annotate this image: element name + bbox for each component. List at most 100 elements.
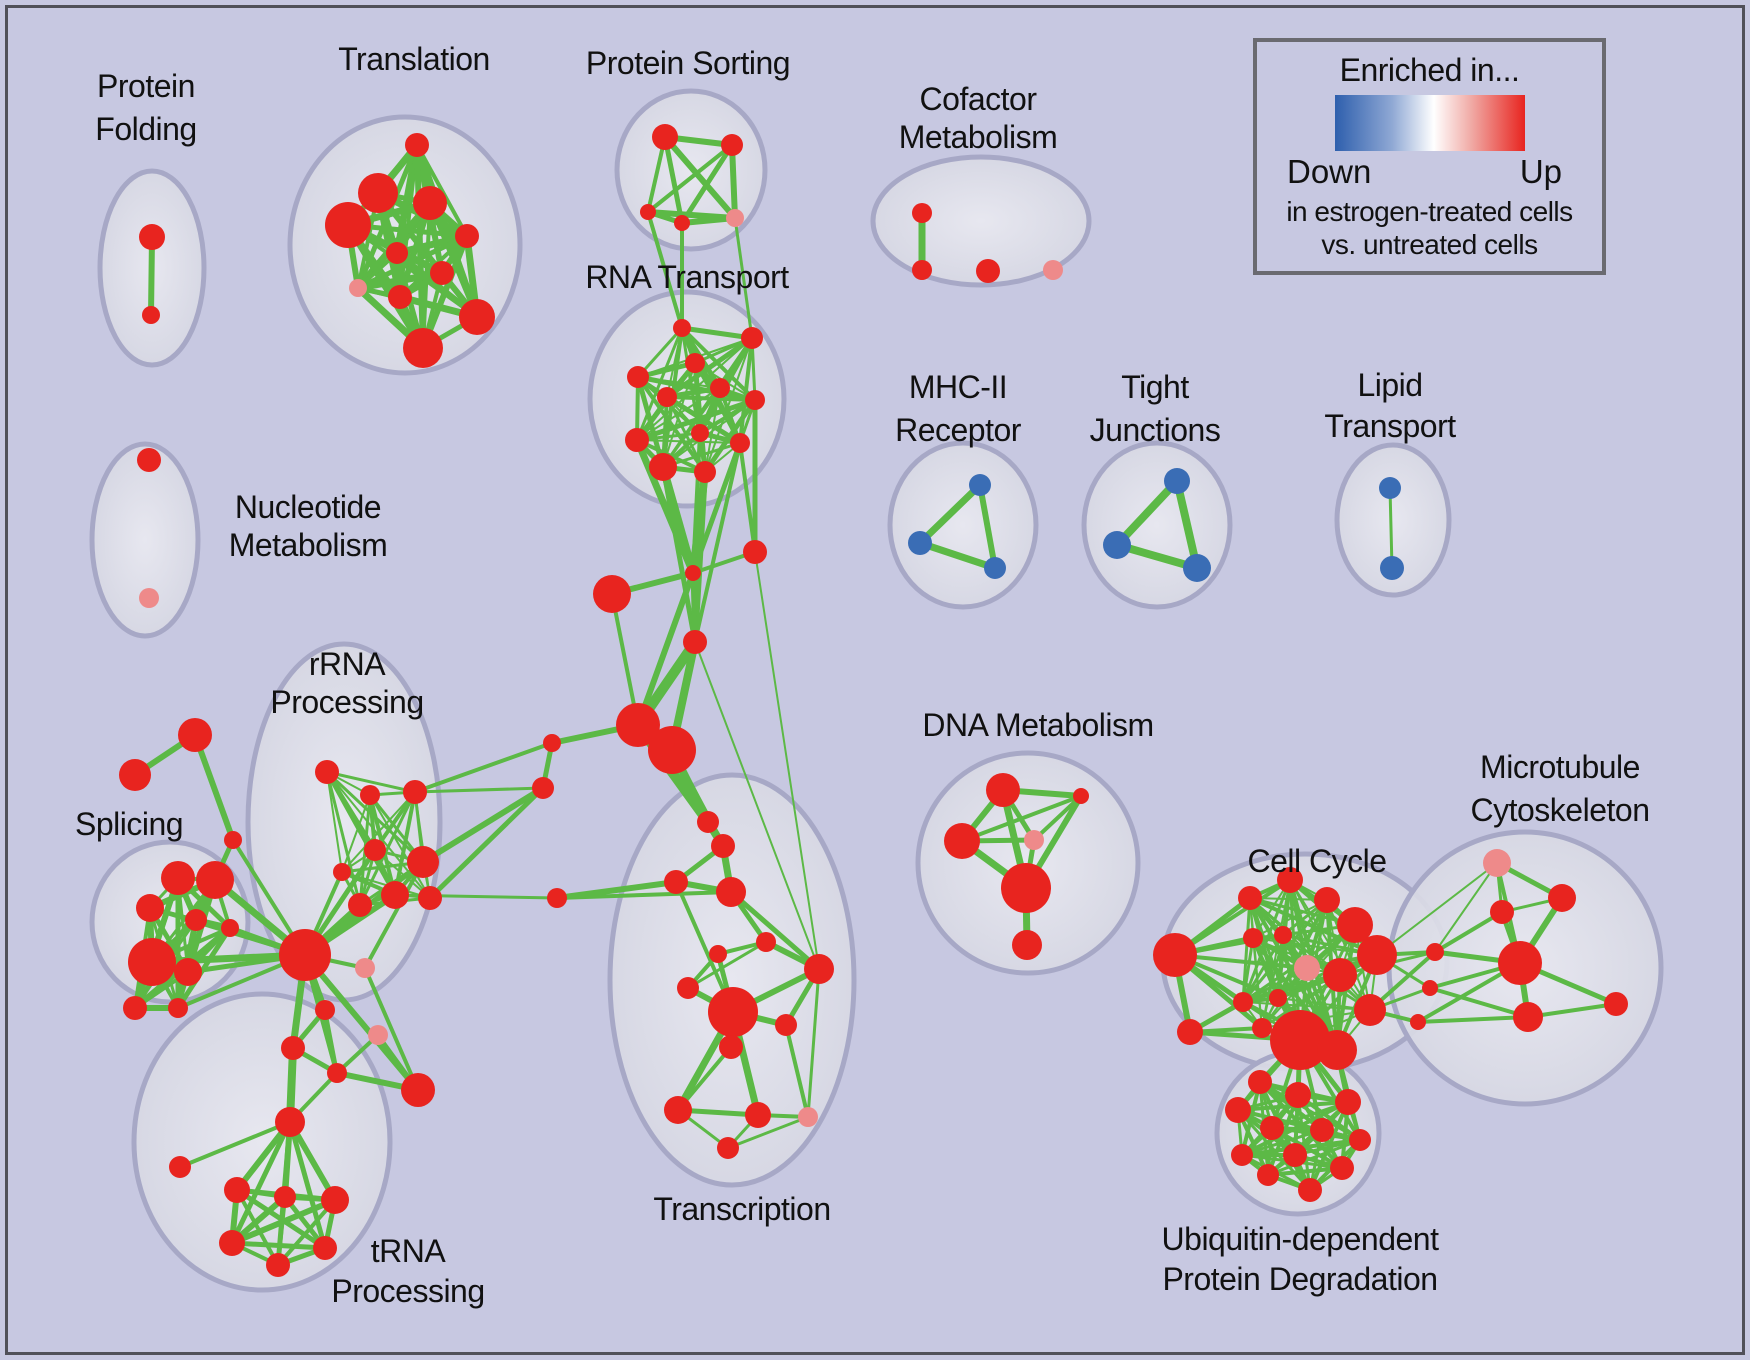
legend-up-label: Up xyxy=(1519,153,1562,190)
network-node xyxy=(804,954,834,984)
network-node xyxy=(674,215,690,231)
network-node xyxy=(640,204,656,220)
network-edge xyxy=(1252,937,1378,956)
cluster-label-translation: Translation xyxy=(338,41,490,77)
network-edge xyxy=(679,325,755,341)
network-edge xyxy=(960,794,1083,843)
network-node xyxy=(459,299,495,335)
network-nodes xyxy=(119,124,1628,1277)
network-node xyxy=(1103,531,1131,559)
network-edge xyxy=(354,269,446,292)
network-edge xyxy=(369,794,431,899)
network-node xyxy=(1012,930,1042,960)
cluster-label-ubiquitin-degradation: Protein Degradation xyxy=(1162,1261,1437,1297)
network-node xyxy=(266,1253,290,1277)
network-node xyxy=(355,958,375,978)
network-node xyxy=(976,259,1000,283)
network-node xyxy=(1323,958,1357,992)
network-node xyxy=(224,1177,250,1203)
network-edge xyxy=(427,785,546,901)
network-edge xyxy=(660,464,698,645)
network-node xyxy=(161,861,195,895)
network-node xyxy=(1330,1156,1354,1180)
network-node xyxy=(625,428,649,452)
network-node xyxy=(657,387,677,407)
network-node xyxy=(358,173,398,213)
network-node xyxy=(745,1102,771,1128)
legend-box: Enriched in... Down Up in estrogen-treat… xyxy=(1253,38,1606,275)
network-edge xyxy=(1388,486,1394,570)
cluster-ellipse-cofactor-metabolism xyxy=(870,154,1092,288)
network-node xyxy=(1257,1164,1279,1186)
network-edge xyxy=(235,1188,280,1267)
network-edge xyxy=(662,134,685,226)
network-node xyxy=(313,1236,337,1260)
network-node xyxy=(1269,989,1287,1007)
network-edge xyxy=(192,732,236,843)
cluster-label-mhc-ii-receptor: MHC-II xyxy=(909,369,1007,405)
network-edge xyxy=(702,397,758,475)
network-node xyxy=(364,839,386,861)
network-node xyxy=(1001,863,1051,913)
network-edge xyxy=(754,551,820,970)
network-node xyxy=(418,886,442,910)
network-edge xyxy=(326,771,343,873)
network-node xyxy=(1604,992,1628,1016)
network-edge xyxy=(1416,1015,1530,1024)
network-edge xyxy=(662,134,738,221)
network-node xyxy=(413,186,447,220)
network-node xyxy=(1238,886,1262,910)
network-edge xyxy=(555,890,733,900)
cluster-label-nucleotide-metabolism: Nucleotide xyxy=(235,489,381,525)
cluster-ellipse-tight-junctions xyxy=(1081,440,1233,610)
network-node xyxy=(719,1035,743,1059)
network-node xyxy=(178,718,212,752)
network-node xyxy=(685,565,701,581)
network-node xyxy=(616,703,660,747)
network-edge xyxy=(374,849,431,899)
network-node xyxy=(123,996,147,1020)
network-edge xyxy=(325,770,397,897)
network-edge xyxy=(738,336,754,445)
network-node xyxy=(386,242,408,264)
network-node xyxy=(743,540,767,564)
network-edge xyxy=(1241,933,1285,1004)
cluster-ellipse-nucleotide-metabolism xyxy=(89,441,201,639)
network-node xyxy=(697,811,719,833)
network-edge xyxy=(1376,862,1498,956)
network-node xyxy=(648,726,696,774)
network-node xyxy=(1426,943,1444,961)
network-node xyxy=(652,124,678,150)
legend-caption-line2: vs. untreated cells xyxy=(1321,229,1538,260)
network-node xyxy=(196,861,234,899)
cluster-label-rna-transport: RNA Transport xyxy=(585,259,789,295)
cluster-label-trna-processing: Processing xyxy=(331,1273,484,1309)
network-node xyxy=(1073,788,1089,804)
network-edge xyxy=(610,592,640,727)
network-node xyxy=(1043,260,1063,280)
network-node xyxy=(381,881,409,909)
legend-gradient-bar xyxy=(1334,95,1525,151)
network-edge xyxy=(287,1119,338,1203)
network-edge xyxy=(635,326,684,442)
network-node xyxy=(281,1036,305,1060)
cluster-label-cell-cycle: Cell Cycle xyxy=(1247,843,1386,879)
network-edge xyxy=(413,786,545,794)
network-node xyxy=(1248,1070,1272,1094)
network-node xyxy=(649,453,677,481)
network-node xyxy=(547,888,567,908)
network-node xyxy=(1380,556,1404,580)
network-node xyxy=(1231,1144,1253,1166)
network-edge xyxy=(341,791,416,873)
network-node xyxy=(717,1137,739,1159)
network-edge xyxy=(413,741,554,794)
network-node xyxy=(1314,887,1340,913)
network-edge xyxy=(1252,899,1328,939)
network-node xyxy=(694,461,716,483)
network-node xyxy=(430,261,454,285)
legend-caption-line1: in estrogen-treated cells xyxy=(1286,196,1573,227)
cluster-label-cofactor-metabolism: Metabolism xyxy=(899,119,1058,155)
network-node xyxy=(741,327,763,349)
network-edge xyxy=(916,539,999,572)
network-node xyxy=(912,260,932,280)
